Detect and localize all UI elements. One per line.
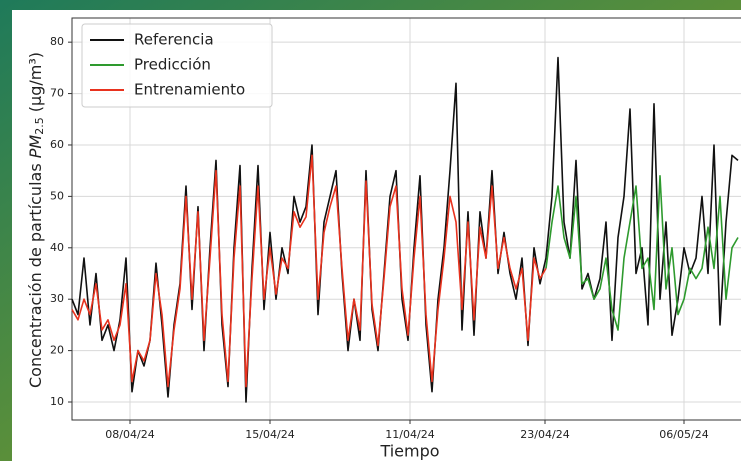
- y-label-subscript: 2.5: [33, 117, 46, 135]
- y-axis-label: Concentración de partículas PM2.5 (μg/m³…: [26, 52, 47, 388]
- x-axis-label: Tiempo: [379, 442, 439, 461]
- y-tick-label: 30: [50, 292, 64, 305]
- y-label-text: Concentración de partículas: [26, 158, 45, 388]
- page: Tiempo Concentración de partículas PM2.5…: [0, 0, 741, 461]
- x-tick-label: 08/04/24: [105, 428, 154, 441]
- x-tick-label: 11/04/24: [385, 428, 434, 441]
- y-tick-label: 10: [50, 395, 64, 408]
- y-tick-label: 20: [50, 344, 64, 357]
- x-tick-label: 06/05/24: [659, 428, 708, 441]
- y-label-symbol: PM: [26, 135, 45, 159]
- legend-label: Referencia: [134, 31, 214, 49]
- y-tick-label: 80: [50, 35, 64, 48]
- chart: Tiempo Concentración de partículas PM2.5…: [0, 0, 741, 461]
- legend-label: Predicción: [134, 56, 211, 74]
- y-tick-label: 50: [50, 189, 64, 202]
- x-tick-label: 23/04/24: [520, 428, 569, 441]
- x-tick-label: 15/04/24: [245, 428, 294, 441]
- y-tick-label: 60: [50, 138, 64, 151]
- y-label-unit: (μg/m³): [26, 52, 45, 117]
- y-tick-label: 70: [50, 87, 64, 100]
- legend-label: Entrenamiento: [134, 81, 245, 99]
- y-tick-label: 40: [50, 241, 64, 254]
